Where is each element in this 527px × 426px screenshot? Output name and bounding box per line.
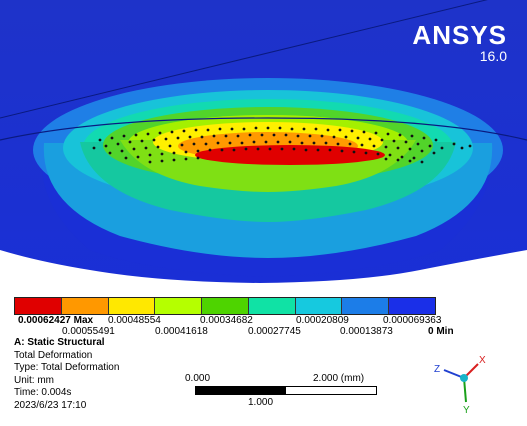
result-time: Time: 0.004s: [14, 387, 72, 398]
legend-cell: [155, 298, 203, 314]
result-type: Type: Total Deformation: [14, 362, 120, 373]
analysis-title: A: Static Structural: [14, 337, 105, 348]
legend-label: 0.00055491: [62, 326, 115, 337]
legend-label: 0.00041618: [155, 326, 208, 337]
scale-mid-label: 1.000: [248, 397, 274, 408]
legend-label: 0.00013873: [340, 326, 393, 337]
legend-label: 0.00020809: [296, 315, 349, 326]
result-unit: Unit: mm: [14, 374, 54, 386]
scale-left-label: 0.000: [185, 373, 211, 384]
ansys-logo: ANSYS 16.0: [412, 22, 507, 64]
scale-right-label: 2.000 (mm): [313, 373, 365, 384]
legend-cell: [202, 298, 249, 314]
legend-max-label: 0.00062427 Max: [18, 315, 94, 326]
legend-cell: [61, 298, 109, 314]
logo-version: 16.0: [479, 48, 507, 64]
logo-name: ANSYS: [412, 20, 507, 50]
legend-cell: [108, 298, 156, 314]
result-date: 2023/6/23 17:10: [14, 399, 87, 411]
axis-triad-icon: X Y Z: [434, 355, 486, 416]
legend-label: 0.00034682: [200, 315, 253, 326]
legend-cell: [248, 298, 296, 314]
axis-triad[interactable]: X Y Z: [432, 352, 502, 418]
triad-y-label: Y: [463, 405, 470, 416]
mesh-node-markers: [92, 126, 472, 164]
legend-label: 0.000069363: [383, 315, 442, 326]
triad-x-label: X: [479, 355, 486, 366]
result-info: A: Static Structural Total Deformation T…: [14, 337, 119, 412]
scale-bar: 0.000 2.000 (mm) 1.000: [185, 373, 390, 413]
color-legend: [14, 297, 436, 315]
legend-labels-top: 0.00062427 Max 0.00048554 0.00034682 0.0…: [10, 315, 480, 327]
legend-cell: [295, 298, 343, 314]
legend-cell: [389, 298, 436, 314]
legend-label: 0.00027745: [248, 326, 301, 337]
legend-cell: [342, 298, 390, 314]
legend-labels-bottom: 0.00055491 0.00041618 0.00027745 0.00013…: [10, 326, 480, 338]
legend-label: 0.00048554: [108, 315, 161, 326]
scale-ruler: [195, 386, 377, 395]
result-name: Total Deformation: [14, 349, 93, 361]
triad-z-label: Z: [434, 364, 440, 375]
legend-min-label: 0 Min: [428, 326, 454, 337]
legend-cell: [15, 298, 62, 314]
